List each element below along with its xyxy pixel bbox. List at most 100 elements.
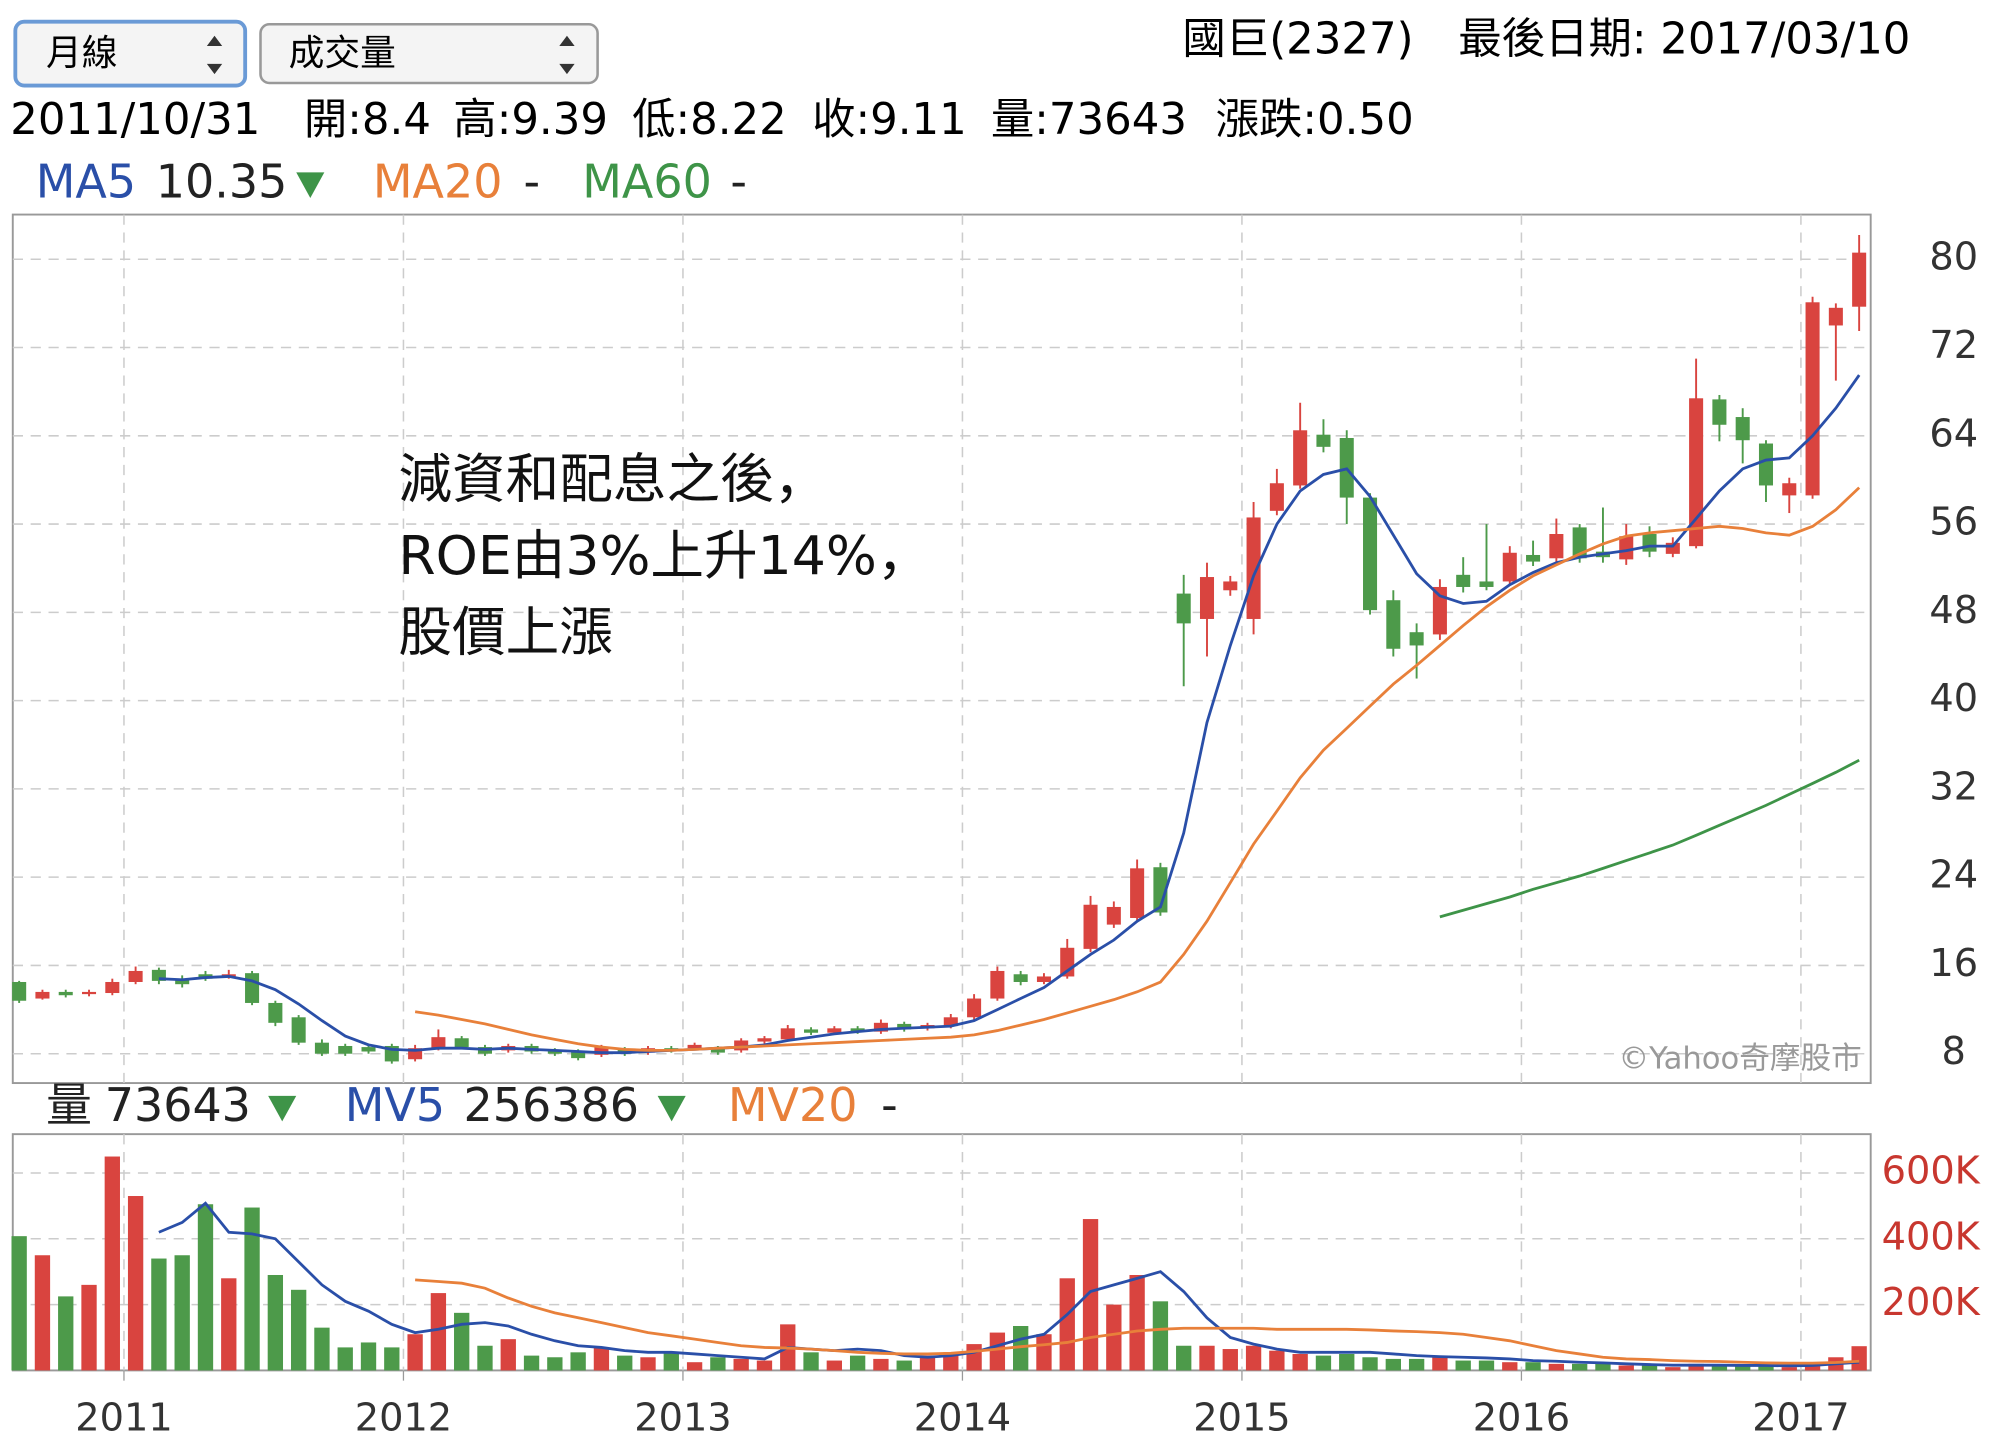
candle-body — [1665, 542, 1680, 554]
indicator-select[interactable] — [259, 22, 599, 85]
volume-bar — [1525, 1362, 1541, 1371]
volume-bar — [1269, 1350, 1285, 1371]
candle-body — [804, 1029, 819, 1033]
candle-body — [1409, 632, 1424, 646]
volume-bar — [174, 1255, 190, 1371]
info-item: 漲跌:0.50 — [1216, 95, 1414, 145]
legend-value: - — [730, 155, 747, 209]
volume-bar — [1176, 1345, 1192, 1371]
volume-bar — [1478, 1360, 1495, 1371]
volume-bar — [454, 1312, 470, 1371]
candle-body — [105, 981, 120, 994]
volume-bar — [1758, 1365, 1774, 1371]
info-item: 量:73643 — [991, 95, 1187, 145]
volume-bar — [197, 1204, 214, 1371]
volume-bar — [1082, 1219, 1099, 1371]
candle-body — [1013, 974, 1028, 982]
x-tick-label: 2011 — [75, 1396, 172, 1441]
volume-bar — [1711, 1365, 1728, 1371]
trend-arrow — [296, 172, 325, 198]
volume-bar — [617, 1355, 633, 1371]
y-tick-label: 600K — [1882, 1148, 1981, 1193]
x-tick-label: 2013 — [634, 1396, 731, 1441]
candle-body — [58, 991, 73, 996]
candle-body — [291, 1017, 306, 1043]
volume-bar — [663, 1352, 679, 1371]
volume-bar — [1804, 1363, 1821, 1371]
candle-body — [175, 978, 190, 985]
volume-bar — [360, 1342, 377, 1371]
candle-body — [1363, 497, 1378, 611]
candle-body — [1153, 867, 1168, 913]
volume-bar — [896, 1360, 912, 1371]
info-item: 開:8.4 — [304, 95, 431, 145]
volume-bar — [58, 1296, 74, 1371]
y-tick-label: 48 — [1929, 588, 1978, 633]
legend-name: MA60 — [582, 155, 712, 209]
candle-body — [268, 1002, 283, 1023]
candle-body — [1526, 554, 1541, 562]
candle-body — [1805, 302, 1820, 496]
candle-body — [1083, 904, 1098, 949]
volume-bar — [1688, 1363, 1704, 1371]
candle-body — [1269, 483, 1284, 511]
candle-body — [571, 1051, 586, 1059]
candle-body — [1223, 581, 1238, 591]
candle-body — [408, 1048, 423, 1060]
volume-bar — [1059, 1278, 1075, 1371]
y-tick-label: 72 — [1929, 323, 1978, 368]
candle-body — [850, 1028, 865, 1032]
volume-bar — [244, 1207, 260, 1371]
candle-body — [1130, 868, 1145, 918]
y-tick-label: 64 — [1929, 411, 1978, 456]
volume-bar — [1432, 1355, 1448, 1371]
ma-line — [158, 374, 1861, 1055]
volume-bar — [104, 1156, 120, 1371]
volume-bar — [290, 1289, 307, 1371]
volume-bar — [1618, 1365, 1634, 1371]
legend-value: - — [524, 155, 541, 209]
volume-bar — [127, 1196, 144, 1371]
period-select[interactable] — [13, 19, 248, 88]
x-tick-label: 2014 — [914, 1396, 1011, 1441]
candle-body — [1199, 577, 1215, 619]
ma-line — [415, 1278, 1860, 1365]
select-arrows — [206, 35, 223, 75]
candle-body — [547, 1050, 562, 1054]
y-tick-label: 8 — [1942, 1029, 1966, 1074]
candle-body — [1619, 536, 1634, 560]
candle-body — [1432, 586, 1447, 635]
candle-body — [1642, 534, 1657, 552]
volume-bar — [1455, 1360, 1471, 1371]
volume-bar — [81, 1284, 97, 1371]
watermark: ©Yahoo奇摩股市 — [1619, 1042, 1862, 1077]
candle-body — [827, 1028, 842, 1033]
legend-name: 量 — [46, 1078, 92, 1132]
x-tick-label: 2017 — [1752, 1396, 1849, 1441]
candle-body — [734, 1040, 749, 1051]
y-tick-label: 400K — [1882, 1214, 1981, 1259]
volume-bar — [1641, 1365, 1658, 1371]
volume-bar — [1665, 1367, 1681, 1371]
candle-body — [594, 1047, 609, 1055]
volume-bar — [500, 1339, 516, 1371]
candle-body — [1828, 307, 1843, 326]
volume-bar — [1036, 1334, 1052, 1371]
candle-body — [1293, 430, 1308, 486]
candle-body — [245, 973, 260, 1003]
volume-bar — [1199, 1345, 1215, 1371]
volume-bar — [640, 1357, 656, 1371]
volume-bar — [1245, 1345, 1262, 1371]
annotation: 減資和配息之後， — [398, 447, 827, 510]
candle-body — [128, 970, 143, 982]
candle-body — [687, 1044, 702, 1049]
legend-value: 73643 — [105, 1078, 251, 1132]
trend-arrow — [657, 1095, 686, 1122]
candle-body — [82, 991, 97, 995]
candle-body — [1758, 443, 1774, 486]
candle-body — [151, 969, 166, 981]
volume-bar — [1292, 1353, 1308, 1371]
candle-body — [873, 1022, 888, 1032]
candle-body — [1479, 581, 1494, 587]
